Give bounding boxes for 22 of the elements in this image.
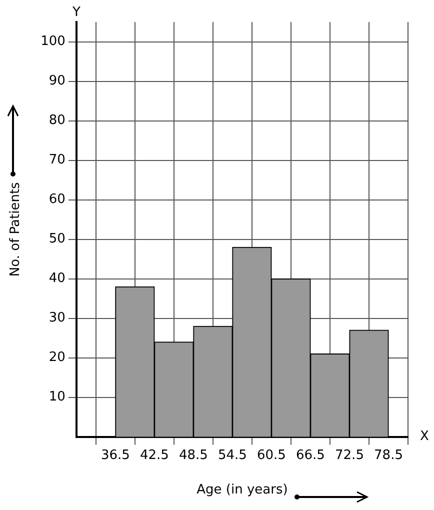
- y-tick-label: 30: [48, 310, 66, 326]
- x-tick-label: 72.5: [335, 448, 364, 463]
- y-tick-label: 60: [48, 192, 66, 208]
- x-tick-label: 36.5: [100, 448, 130, 463]
- y-tick-label: 80: [48, 113, 66, 128]
- x-tick-label: 42.5: [140, 448, 169, 463]
- text: Y: [71, 4, 80, 20]
- x-tick-label: 48.5: [178, 448, 208, 463]
- x-axis-title: Age (in years): [196, 482, 288, 498]
- y-tick-label: 100: [40, 34, 66, 50]
- y-tick-label: 50: [48, 232, 66, 247]
- x-tick-label: 60.5: [256, 448, 286, 463]
- y-tick-label: 70: [48, 152, 66, 168]
- y-tick-label: 20: [48, 350, 66, 366]
- x-tick-label: 78.5: [374, 448, 403, 463]
- y-tick-label: 10: [48, 390, 66, 405]
- x-tick-label: 54.5: [218, 448, 247, 463]
- y-tick-label: 90: [48, 74, 66, 89]
- y-tick-label: 40: [48, 271, 66, 286]
- y-axis-title: No. of Patients: [8, 182, 24, 277]
- x-tick-label: 66.5: [296, 448, 325, 463]
- text: X: [420, 429, 429, 444]
